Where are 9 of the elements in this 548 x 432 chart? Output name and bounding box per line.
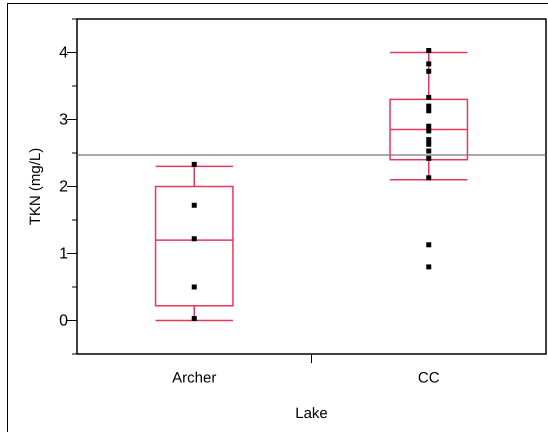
y-tick-label: 3 [59, 112, 68, 129]
x-tick-label: Archer [172, 370, 216, 387]
x-axis-title: Lake [295, 405, 328, 422]
y-tick-label: 2 [59, 178, 68, 196]
y-tick-label: 4 [59, 44, 68, 62]
y-tick-label: 1 [59, 246, 68, 263]
y-axis-title: TKN (mg/L) [27, 148, 44, 226]
y-tick-label: 0 [59, 312, 68, 330]
x-tick-label: CC [418, 370, 440, 387]
